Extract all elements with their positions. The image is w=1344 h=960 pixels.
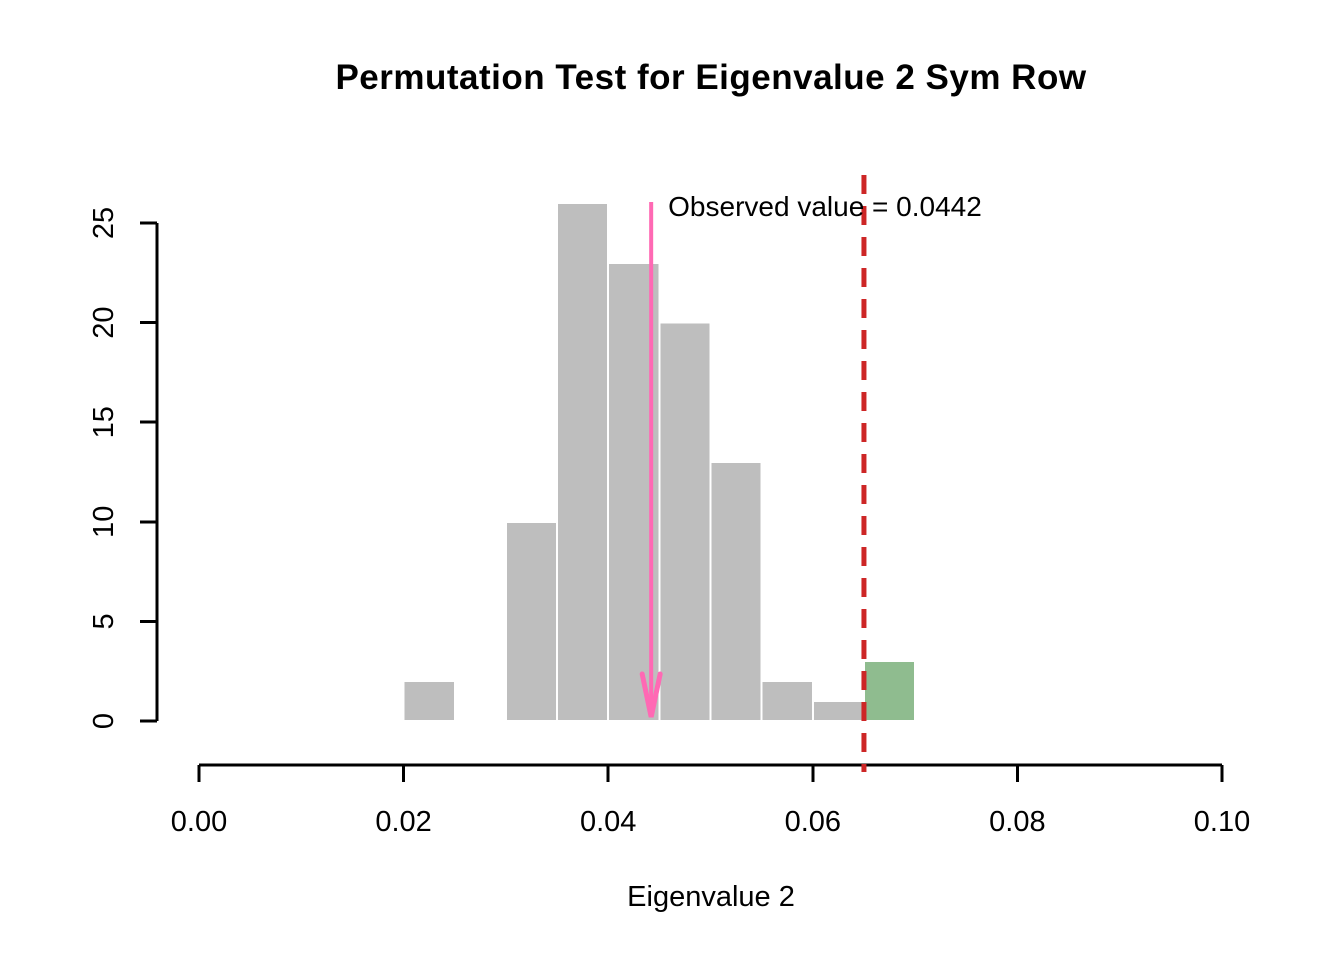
y-axis-tick-label: 10 (88, 506, 120, 538)
histogram-bar (811, 700, 865, 723)
y-axis-tick-label: 15 (88, 406, 120, 438)
x-axis-tick-label: 0.02 (375, 806, 431, 838)
histogram-bar (658, 321, 712, 722)
histogram-bar (556, 202, 610, 722)
histogram-bar (709, 461, 763, 722)
x-axis-tick-label: 0.10 (1194, 806, 1250, 838)
x-axis-tick-label: 0.08 (989, 806, 1045, 838)
y-axis-tick-label: 5 (88, 613, 120, 629)
y-axis-tick-label: 0 (88, 713, 120, 729)
x-axis-tick-label: 0.00 (171, 806, 227, 838)
observed-value-label: Observed value = 0.0442 (668, 191, 982, 222)
histogram-bar (402, 680, 456, 722)
x-axis-title: Eigenvalue 2 (627, 881, 795, 913)
x-axis-tick-label: 0.04 (580, 806, 636, 838)
highlight-bar (862, 660, 917, 722)
y-axis-tick-label: 25 (88, 207, 120, 239)
histogram-bar (504, 520, 559, 722)
histogram-bar (760, 680, 814, 722)
x-axis-tick-label: 0.06 (785, 806, 841, 838)
chart-title: Permutation Test for Eigenvalue 2 Sym Ro… (335, 58, 1087, 97)
y-axis-tick-label: 20 (88, 306, 120, 338)
observed-value-arrow-head (639, 671, 663, 718)
